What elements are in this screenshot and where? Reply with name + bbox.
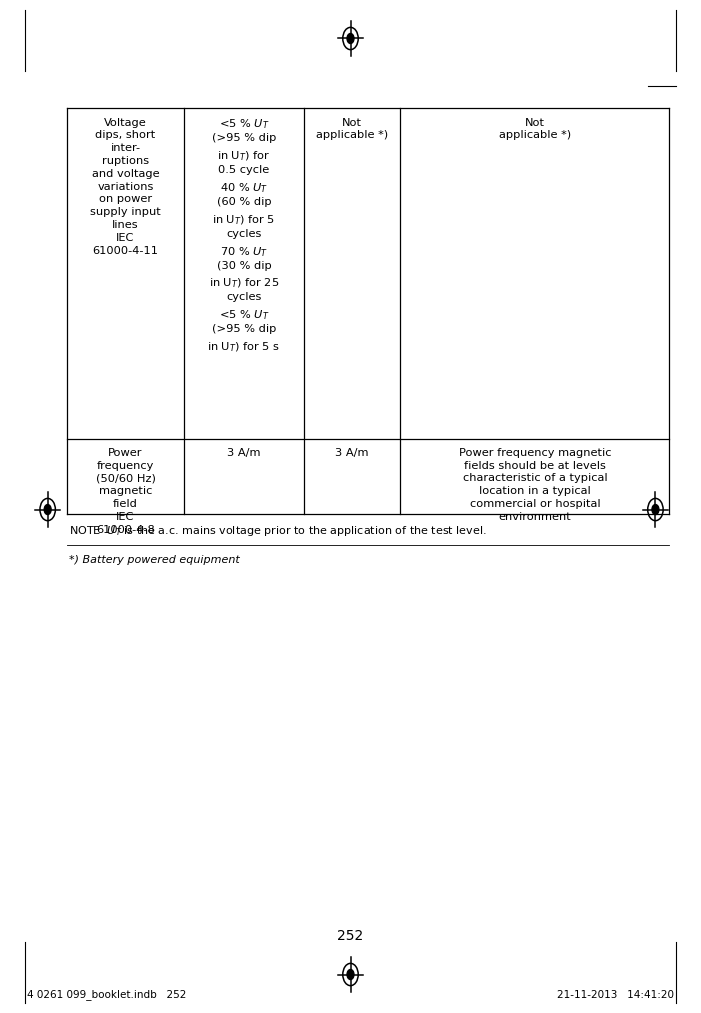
Text: cycles: cycles: [226, 293, 261, 303]
Text: 3 A/m: 3 A/m: [227, 448, 261, 458]
Text: <5 % $U_T$: <5 % $U_T$: [219, 118, 269, 132]
Circle shape: [44, 504, 51, 515]
Text: Not
applicable *): Not applicable *): [499, 118, 571, 141]
Text: 0.5 cycle: 0.5 cycle: [218, 165, 270, 175]
Text: in U$_T$) for: in U$_T$) for: [217, 149, 271, 163]
Text: 21-11-2013   14:41:20: 21-11-2013 14:41:20: [557, 990, 674, 1000]
Text: in U$_T$) for 5: in U$_T$) for 5: [212, 213, 275, 227]
Text: Not
applicable *): Not applicable *): [316, 118, 388, 141]
Text: Power
frequency
(50/60 Hz)
magnetic
field
IEC
61000-4-8: Power frequency (50/60 Hz) magnetic fiel…: [95, 448, 156, 535]
Text: 4 0261 099_booklet.indb   252: 4 0261 099_booklet.indb 252: [27, 989, 186, 1000]
Text: 3 A/m: 3 A/m: [335, 448, 369, 458]
Text: Voltage
dips, short
inter-
ruptions
and voltage
variations
on power
supply input: Voltage dips, short inter- ruptions and …: [90, 118, 161, 255]
Text: 40 % $U_T$: 40 % $U_T$: [220, 181, 268, 194]
Text: (>95 % dip: (>95 % dip: [212, 134, 276, 144]
Text: *) Battery powered equipment: *) Battery powered equipment: [69, 555, 240, 565]
Text: <5 % $U_T$: <5 % $U_T$: [219, 308, 269, 322]
Text: (>95 % dip: (>95 % dip: [212, 324, 276, 334]
Text: cycles: cycles: [226, 229, 261, 239]
Text: in U$_T$) for 5 s: in U$_T$) for 5 s: [207, 340, 280, 354]
Text: (30 % dip: (30 % dip: [217, 260, 271, 270]
Text: in U$_T$) for 25: in U$_T$) for 25: [209, 277, 279, 290]
Circle shape: [652, 504, 659, 515]
Text: (60 % dip: (60 % dip: [217, 197, 271, 207]
Circle shape: [347, 33, 354, 44]
Circle shape: [347, 969, 354, 980]
Text: NOTE  $U_T$ is the a.c. mains voltage prior to the application of the test level: NOTE $U_T$ is the a.c. mains voltage pri…: [69, 524, 487, 538]
Text: Power frequency magnetic
fields should be at levels
characteristic of a typical
: Power frequency magnetic fields should b…: [458, 448, 611, 522]
Text: 252: 252: [337, 929, 364, 943]
Text: 70 % $U_T$: 70 % $U_T$: [220, 245, 268, 258]
